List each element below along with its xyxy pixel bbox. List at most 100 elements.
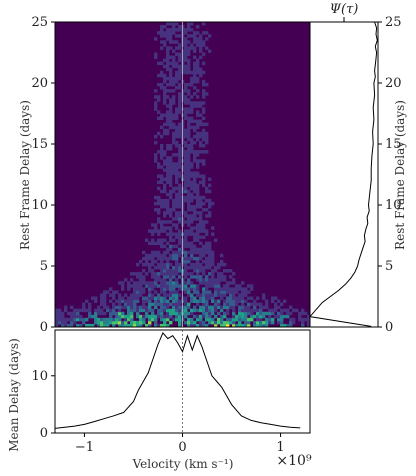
heatmap-cell [196,101,200,105]
heatmap-cell [166,52,170,56]
heatmap-cell [244,314,248,319]
heatmap-cell [193,275,197,279]
heatmap-cell [190,107,194,111]
heatmap-cell [193,217,197,221]
heatmap-cell [307,317,311,322]
heatmap-cell [235,290,239,294]
mean-delay-y-ticks: 010 [31,369,55,441]
heatmap-cell [199,262,203,267]
heatmap-cell [172,308,176,313]
heatmap-cell [205,314,209,319]
heatmap-cell [109,287,113,291]
heatmap-cell [160,305,164,310]
heatmap-cell [238,308,242,313]
heatmap-cell [172,165,176,169]
heatmap-cell [151,256,155,261]
heatmap-cell [208,281,212,285]
heatmap-cell [304,317,308,322]
heatmap-cell [157,116,161,120]
heatmap-cell [202,134,206,139]
heatmap-cell [235,302,239,307]
heatmap-cell [190,76,194,81]
heatmap-cell [259,323,263,328]
heatmap-cell [187,98,191,102]
heatmap-cell [160,262,164,267]
heatmap-cell [157,323,161,328]
heatmap-cell [220,317,224,322]
heatmap-cell [73,308,77,313]
heatmap-cell [178,174,182,178]
heatmap-cell [58,308,62,313]
heatmap-cell [202,323,206,328]
heatmap-cell [184,67,188,72]
heatmap-cell [193,37,197,41]
heatmap-cell [169,275,173,279]
heatmap-cell [163,98,167,102]
heatmap-cell [160,113,164,117]
heatmap-cell [160,34,164,38]
heatmap-cell [154,134,158,139]
heatmap-cell [280,314,284,319]
heatmap-cell [211,201,215,206]
heatmap-cell [166,144,170,148]
heatmap-cell [187,287,191,291]
heatmap-cell [136,323,140,328]
heatmap-cell [190,104,194,108]
heatmap-cell [232,296,236,300]
heatmap-cell [202,208,206,212]
heatmap-cell [193,125,197,130]
heatmap-cell [151,308,155,313]
heatmap-cell [184,46,188,50]
heatmap-cell [169,232,173,236]
heatmap-cell [163,226,167,230]
heatmap-cell [169,34,173,38]
heatmap-cell [76,314,80,319]
heatmap-cell [193,235,197,239]
heatmap-cell [160,259,164,264]
heatmap-cell [193,134,197,139]
heatmap-cell [256,296,260,300]
heatmap-cell [199,281,203,285]
heatmap-cell [217,305,221,310]
heatmap-cell [172,275,176,279]
heatmap-cell [214,284,218,288]
heatmap-cell [196,262,200,267]
heatmap-cell [157,110,161,114]
heatmap-cell [118,311,122,316]
heatmap-cell [79,308,83,313]
heatmap-cell [193,79,197,84]
heatmap-cell [199,214,203,218]
heatmap-cell [166,192,170,197]
heatmap-cell [154,290,158,294]
heatmap-cell [187,223,191,227]
heatmap-cell [157,195,161,200]
heatmap-cell [214,293,218,297]
heatmap-cell [220,287,224,291]
heatmap-cell [187,122,191,127]
heatmap-cell [136,314,140,319]
heatmap-cell [190,208,194,212]
heatmap-cell [169,168,173,172]
heatmap-cell [166,46,170,50]
heatmap-cell [169,89,173,93]
heatmap-cell [178,46,182,50]
heatmap-cell [202,61,206,66]
heatmap-cell [172,101,176,105]
heatmap-cell [199,305,203,310]
heatmap-cell [157,314,161,319]
heatmap-cell [205,232,209,236]
heatmap-cell [94,314,98,319]
heatmap-cell [208,272,212,276]
heatmap-cell [229,317,233,322]
heatmap-cell [106,305,110,310]
mean-delay-line [54,331,301,429]
heatmap-cell [178,86,182,90]
heatmap-cell [196,275,200,279]
heatmap-cell [145,299,149,303]
heatmap-cell [265,311,269,316]
heatmap-cell [121,320,125,325]
heatmap-cell [154,229,158,233]
heatmap-cell [142,250,146,255]
heatmap-cell [73,311,77,316]
heatmap-cell [160,189,164,194]
